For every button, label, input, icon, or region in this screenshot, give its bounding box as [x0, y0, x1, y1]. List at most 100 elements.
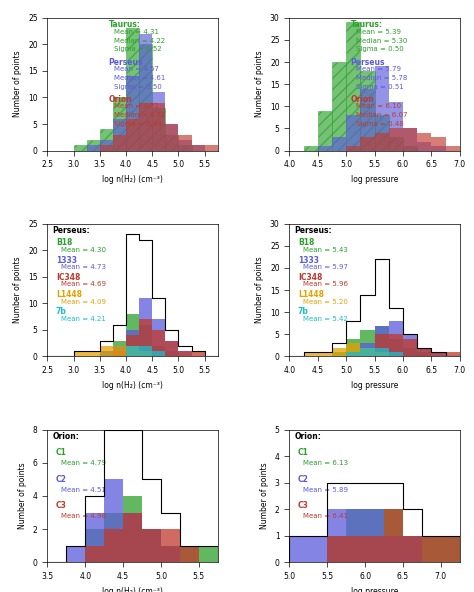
Text: Mean = 4.30: Mean = 4.30 [61, 247, 106, 253]
Y-axis label: Number of points: Number of points [13, 257, 22, 323]
Bar [389, 352, 403, 356]
Bar [104, 529, 123, 562]
Bar [66, 546, 85, 562]
Bar [389, 102, 403, 150]
Bar [139, 298, 152, 356]
Bar [384, 509, 403, 562]
Text: 7b: 7b [56, 307, 67, 316]
Text: Perseus:: Perseus: [294, 226, 332, 235]
Bar [179, 140, 191, 150]
Bar [365, 509, 384, 562]
Text: Mean = 5.20: Mean = 5.20 [303, 299, 348, 305]
Bar [374, 326, 389, 356]
Bar [389, 321, 403, 356]
Bar [100, 351, 113, 356]
Bar [152, 103, 165, 150]
Bar [332, 137, 346, 150]
Bar [403, 146, 417, 150]
Bar [303, 352, 318, 356]
Bar [73, 351, 87, 356]
Text: Orion:: Orion: [294, 432, 321, 441]
Text: L1448: L1448 [56, 290, 82, 299]
Bar [165, 124, 179, 150]
Bar [85, 513, 104, 562]
Bar [374, 352, 389, 356]
Bar [180, 546, 199, 562]
Bar [403, 536, 422, 562]
Bar [191, 145, 205, 150]
Text: Orion: Orion [351, 95, 374, 104]
Bar [139, 346, 152, 356]
Bar [104, 480, 123, 562]
Bar [346, 343, 360, 356]
Text: Median = 4.61: Median = 4.61 [114, 75, 165, 81]
Bar [85, 529, 104, 562]
Bar [87, 145, 100, 150]
Bar [374, 66, 389, 150]
Text: Mean = 4.69: Mean = 4.69 [61, 281, 106, 288]
Bar [332, 352, 346, 356]
Bar [152, 330, 165, 356]
Bar [87, 351, 100, 356]
Bar [100, 145, 113, 150]
Bar [199, 546, 218, 562]
Y-axis label: Number of points: Number of points [255, 51, 264, 117]
Bar [165, 351, 179, 356]
Bar [126, 346, 139, 356]
Bar [360, 89, 374, 150]
Bar [441, 536, 460, 562]
Bar [139, 44, 152, 150]
X-axis label: log n(H₂) (cm⁻³): log n(H₂) (cm⁻³) [102, 175, 163, 184]
Bar [152, 319, 165, 356]
Bar [374, 334, 389, 356]
Bar [389, 137, 403, 150]
Bar [113, 340, 126, 356]
Bar [403, 128, 417, 150]
Text: Mean = 5.42: Mean = 5.42 [303, 316, 348, 322]
Bar [446, 146, 460, 150]
Bar [139, 324, 152, 356]
Bar [113, 346, 126, 356]
Bar [417, 348, 431, 356]
Bar [113, 134, 126, 150]
Bar [346, 146, 360, 150]
Bar [142, 529, 161, 562]
Text: IC348: IC348 [298, 273, 322, 282]
Bar [318, 146, 332, 150]
Bar [327, 536, 346, 562]
Y-axis label: Number of points: Number of points [13, 51, 22, 117]
Text: C2: C2 [56, 475, 67, 484]
X-axis label: log pressure: log pressure [351, 381, 398, 390]
Text: C2: C2 [298, 475, 309, 484]
Bar [318, 352, 332, 356]
Text: Mean = 5.89: Mean = 5.89 [303, 487, 348, 493]
Text: C1: C1 [298, 448, 309, 457]
Text: Mean = 4.21: Mean = 4.21 [61, 316, 106, 322]
Bar [346, 352, 360, 356]
Bar [85, 546, 104, 562]
Bar [126, 335, 139, 356]
Text: Mean = 4.31: Mean = 4.31 [114, 29, 159, 35]
Bar [161, 546, 180, 562]
Bar [431, 352, 446, 356]
Text: Sigma = 0.50: Sigma = 0.50 [356, 46, 403, 52]
Text: Median = 5.30: Median = 5.30 [356, 38, 407, 44]
Bar [403, 348, 417, 356]
Bar [346, 509, 365, 562]
Bar [384, 536, 403, 562]
Bar [360, 348, 374, 356]
Text: Median = 4.22: Median = 4.22 [114, 38, 165, 44]
Bar [165, 134, 179, 150]
Text: Orion: Orion [109, 95, 133, 104]
Bar [126, 28, 139, 150]
Text: IC348: IC348 [56, 273, 80, 282]
Bar [374, 326, 389, 356]
Bar [179, 145, 191, 150]
Text: Sigma = 0.50: Sigma = 0.50 [114, 83, 162, 89]
Bar [360, 348, 374, 356]
Text: Orion:: Orion: [53, 432, 79, 441]
Bar [360, 343, 374, 356]
Bar [126, 119, 139, 150]
Text: Mean = 4.51: Mean = 4.51 [61, 487, 106, 493]
Bar [431, 146, 446, 150]
